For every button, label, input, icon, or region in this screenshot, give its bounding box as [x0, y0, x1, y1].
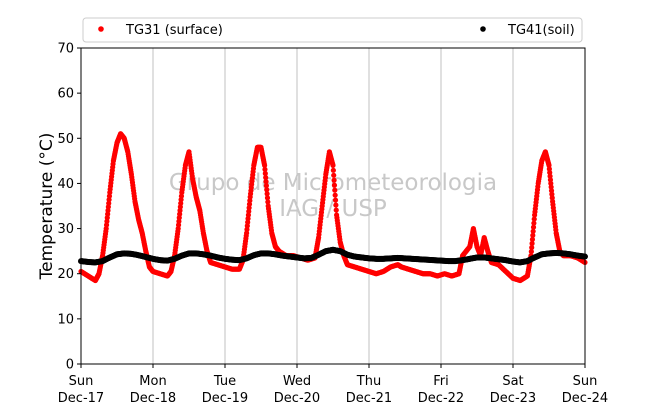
legend-marker-soil: [480, 26, 486, 32]
x-tick-label-day: Mon: [139, 374, 166, 389]
data-point: [263, 174, 269, 181]
y-tick-label: 30: [57, 222, 74, 237]
data-point: [333, 207, 339, 213]
y-axis: 0 10 20 30 40 50 60 70: [57, 42, 81, 373]
data-point: [530, 224, 537, 230]
x-tick-label-date: Dec-23: [490, 391, 536, 406]
x-tick-label-date: Dec-22: [418, 391, 464, 406]
x-tick-label-date: Dec-21: [346, 391, 392, 406]
y-tick-label: 70: [57, 42, 74, 57]
data-point: [528, 248, 534, 255]
x-tick-label-day: Wed: [283, 374, 311, 389]
data-point: [264, 195, 271, 201]
x-tick-label-day: Fri: [433, 374, 449, 389]
data-point: [531, 220, 537, 226]
series-soil: [78, 246, 588, 266]
legend: TG31 (surface) TG41(soil): [82, 17, 583, 43]
y-tick-label: 50: [57, 132, 74, 147]
data-point: [529, 240, 535, 247]
data-point: [262, 170, 268, 177]
data-point: [530, 232, 536, 238]
data-point: [330, 162, 336, 168]
y-tick-label: 0: [66, 358, 74, 373]
data-point: [265, 199, 271, 205]
x-tick-label-day: Sun: [573, 374, 598, 389]
y-tick-label: 60: [57, 87, 74, 102]
data-point: [262, 162, 268, 168]
x-tick-label-date: Dec-24: [562, 391, 608, 406]
data-point: [332, 192, 338, 198]
legend-marker-surface: [98, 26, 104, 32]
series-surface: [78, 131, 588, 284]
data-points: [78, 131, 588, 284]
x-tick-label-day: Sat: [502, 374, 523, 389]
data-point: [331, 182, 338, 188]
x-tick-label-date: Dec-18: [130, 391, 176, 406]
data-point: [331, 172, 337, 178]
legend-label-surface: TG31 (surface): [125, 23, 223, 38]
x-tick-label-day: Thu: [356, 374, 381, 389]
data-point: [529, 244, 535, 251]
data-point: [263, 179, 269, 185]
plot-frame: [80, 47, 586, 365]
legend-label-soil: TG41(soil): [507, 23, 575, 38]
x-tick-label-day: Tue: [213, 374, 236, 389]
data-point: [332, 187, 338, 193]
x-tick-label-date: Dec-19: [202, 391, 248, 406]
data-point: [263, 183, 269, 189]
y-tick-label: 20: [57, 267, 74, 282]
data-point: [262, 166, 268, 173]
x-tick-label-date: Dec-17: [58, 391, 104, 406]
x-axis: Sun Dec-17 Mon Dec-18 Tue Dec-19 Wed Dec-20 Thu D…: [58, 364, 608, 406]
x-tick-label-date: Dec-20: [274, 391, 320, 406]
x-tick-label-day: Sun: [69, 374, 94, 389]
data-point: [531, 216, 537, 222]
y-axis-label: Temperature (°C): [37, 133, 57, 281]
data-point: [530, 228, 536, 234]
y-tick-label: 40: [57, 177, 74, 192]
data-point: [264, 187, 270, 193]
data-point: [529, 236, 536, 243]
data-point: [333, 202, 339, 208]
y-tick-label: 10: [57, 312, 74, 327]
vertical-grid-lines: [152, 48, 514, 364]
data-point: [264, 191, 270, 197]
data-point: [330, 167, 336, 173]
data-point: [332, 197, 339, 203]
data-point: [331, 177, 337, 183]
legend-box: [82, 17, 583, 43]
